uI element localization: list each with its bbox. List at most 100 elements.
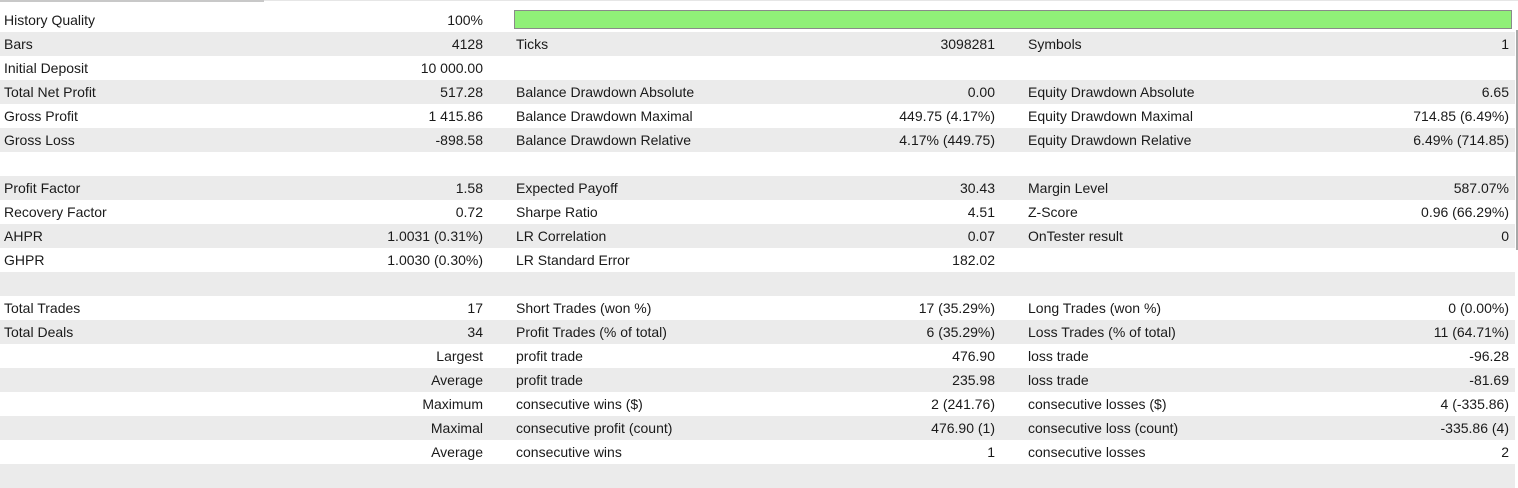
metric-label: consecutive profit (count)	[516, 420, 673, 436]
metric-label: Long Trades (won %)	[1028, 300, 1162, 316]
metric-value: 3098281	[940, 36, 995, 52]
vertical-scrollbar[interactable]	[1516, 30, 1518, 250]
metric-label: consecutive wins	[516, 444, 622, 460]
metric-value: 100%	[447, 12, 483, 28]
backtest-report-table: History Quality 100% Bars 4128 Ticks 3098281 S…	[0, 8, 1515, 488]
metric-label: Short Trades (won %)	[516, 300, 652, 316]
metric-value: 4.17% (449.75)	[899, 132, 995, 148]
report-row: Gross Loss -898.58 Balance Drawdown Relati…	[0, 128, 1515, 152]
metric-value	[0, 272, 1509, 296]
history-quality-bar	[514, 10, 1512, 29]
metric-label: profit trade	[516, 348, 583, 364]
metric-value: 6.65	[1481, 84, 1509, 100]
metric-value: 6.49% (714.85)	[1413, 132, 1509, 148]
metric-label: consecutive loss (count)	[1028, 420, 1179, 436]
metric-label: AHPR	[4, 228, 43, 244]
metric-label: Equity Drawdown Maximal	[1028, 108, 1193, 124]
metric-value: Maximal	[430, 420, 483, 436]
report-row	[0, 152, 1515, 176]
metric-label: Symbols	[1028, 36, 1082, 52]
metric-label: Initial Deposit	[4, 60, 89, 76]
metric-value: 587.07%	[1453, 180, 1509, 196]
metric-value: 6 (35.29%)	[926, 324, 995, 340]
report-row: Maximal consecutive profit (count) 476.90 …	[0, 416, 1515, 440]
metric-label: LR Correlation	[516, 228, 607, 244]
metric-value: 1.58	[455, 180, 483, 196]
report-row	[0, 464, 1515, 488]
metric-value: 476.90	[952, 348, 995, 364]
metric-value: 517.28	[440, 84, 483, 100]
metric-value: Largest	[436, 348, 483, 364]
report-row: Initial Deposit 10 000.00	[0, 56, 1515, 80]
metric-label: Z-Score	[1028, 204, 1078, 220]
metric-value: 1	[987, 444, 995, 460]
metric-label: loss trade	[1028, 372, 1089, 388]
metric-label: Expected Payoff	[516, 180, 618, 196]
report-row: Maximum consecutive wins ($) 2 (241.76) con…	[0, 392, 1515, 416]
metric-value	[0, 152, 1509, 176]
report-row: Largest profit trade 476.90 loss trade -96.2…	[0, 344, 1515, 368]
metric-value: 235.98	[952, 372, 995, 388]
metric-value: 1.0031 (0.31%)	[387, 228, 483, 244]
metric-value: -898.58	[435, 132, 483, 148]
metric-value: 1.0030 (0.30%)	[387, 252, 483, 268]
report-row: Profit Factor 1.58 Expected Payoff 30.43 Mar…	[0, 176, 1515, 200]
report-row: Total Trades 17 Short Trades (won %) 17 (35…	[0, 296, 1515, 320]
metric-label: LR Standard Error	[516, 252, 630, 268]
metric-value: 17 (35.29%)	[918, 300, 995, 316]
top-divider	[0, 0, 264, 2]
metric-label: Gross Profit	[4, 108, 78, 124]
metric-value: 10 000.00	[420, 60, 483, 76]
metric-label: Sharpe Ratio	[516, 204, 598, 220]
report-row: Average consecutive wins 1 consecutive loss…	[0, 440, 1515, 464]
metric-label: OnTester result	[1028, 228, 1123, 244]
metric-label: Balance Drawdown Relative	[516, 132, 692, 148]
metric-label: Total Trades	[4, 300, 81, 316]
metric-value: Average	[431, 372, 483, 388]
metric-label: Balance Drawdown Absolute	[516, 84, 695, 100]
report-row: AHPR 1.0031 (0.31%) LR Correlation 0.07 OnTe…	[0, 224, 1515, 248]
metric-label: Loss Trades (% of total)	[1028, 324, 1176, 340]
metric-value: 0.96 (66.29%)	[1421, 204, 1509, 220]
metric-label: loss trade	[1028, 348, 1089, 364]
metric-label: Total Deals	[4, 324, 74, 340]
report-row: Average profit trade 235.98 loss trade -81.6…	[0, 368, 1515, 392]
metric-label: consecutive wins ($)	[516, 396, 643, 412]
metric-value: -335.86 (4)	[1440, 420, 1509, 436]
metric-value: 1	[1501, 36, 1509, 52]
report-row: Total Deals 34 Profit Trades (% of total) 6…	[0, 320, 1515, 344]
metric-value: 0.72	[455, 204, 483, 220]
metric-value: 17	[467, 300, 483, 316]
metric-value: Maximum	[422, 396, 483, 412]
metric-value: 4128	[451, 36, 483, 52]
report-row: Bars 4128 Ticks 3098281 Symbols 1	[0, 32, 1515, 56]
metric-value: 449.75 (4.17%)	[899, 108, 995, 124]
metric-label: profit trade	[516, 372, 583, 388]
metric-value: 1 415.86	[428, 108, 484, 124]
metric-value: 0 (0.00%)	[1448, 300, 1509, 316]
metric-value: 4 (-335.86)	[1440, 396, 1509, 412]
report-row: History Quality 100%	[0, 8, 1515, 32]
metric-value: -81.69	[1469, 372, 1509, 388]
metric-value: 4.51	[967, 204, 995, 220]
metric-label: Ticks	[516, 36, 549, 52]
metric-value: 714.85 (6.49%)	[1413, 108, 1509, 124]
metric-label: Gross Loss	[4, 132, 75, 148]
metric-label: consecutive losses	[1028, 444, 1146, 460]
metric-value: 0	[1501, 228, 1509, 244]
metric-value: 476.90 (1)	[931, 420, 995, 436]
metric-label: Profit Factor	[4, 180, 81, 196]
top-divider-light	[264, 0, 1518, 1]
metric-label: Total Net Profit	[4, 84, 96, 100]
metric-value: 2 (241.76)	[931, 396, 995, 412]
metric-value: 34	[467, 324, 483, 340]
metric-value	[0, 464, 1509, 488]
metric-value: 0.07	[967, 228, 995, 244]
metric-value: 2	[1501, 444, 1509, 460]
metric-value: Average	[431, 444, 483, 460]
metric-value	[0, 248, 1509, 272]
metric-label: Recovery Factor	[4, 204, 107, 220]
metric-label: Equity Drawdown Absolute	[1028, 84, 1195, 100]
metric-label: Bars	[4, 36, 33, 52]
metric-label: History Quality	[4, 12, 96, 28]
